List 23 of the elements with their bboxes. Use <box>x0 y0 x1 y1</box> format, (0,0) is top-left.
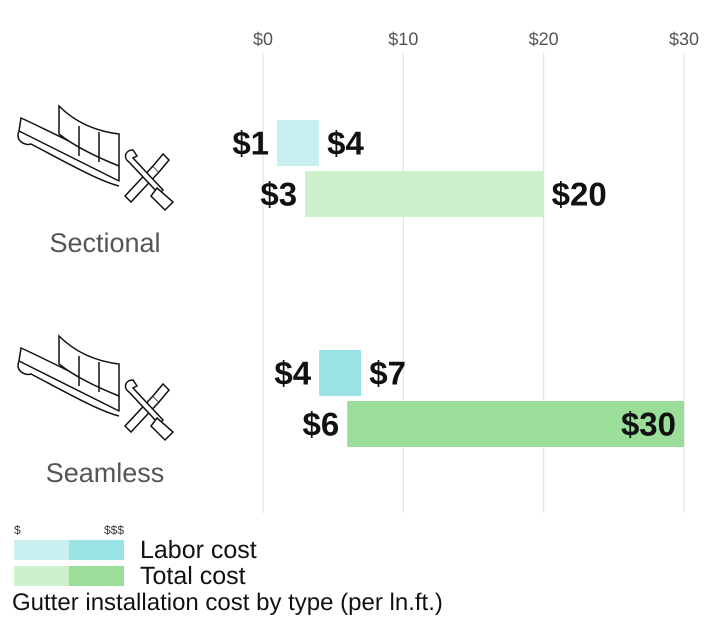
annotation: $20 <box>552 176 607 213</box>
annotation: $4 <box>327 124 364 162</box>
bar <box>305 171 544 217</box>
annotation: $1 <box>232 124 270 162</box>
text: $$$ <box>104 523 124 537</box>
x-tick-label: $10 <box>388 29 418 49</box>
legend-label: Total cost <box>140 562 246 590</box>
text: Gutter installation cost by type (per ln.ft.) <box>11 589 444 617</box>
x-tick-label: $30 <box>668 29 700 49</box>
x-tick-label: $0 <box>252 29 274 49</box>
annotation: $4 <box>274 354 312 392</box>
x-tick-label: $20 <box>528 29 559 49</box>
bar <box>277 120 320 166</box>
bar <box>347 401 684 447</box>
text: $ <box>14 523 21 537</box>
annotation: $6 <box>302 406 340 443</box>
annotation: $3 <box>260 176 298 213</box>
y-tick-label: Seamless <box>46 458 164 488</box>
legend-label: Labor cost <box>140 536 257 564</box>
annotation: $7 <box>369 354 406 392</box>
y-tick-label: Sectional <box>49 228 161 258</box>
annotation: $30 <box>620 406 676 443</box>
bar <box>319 350 362 396</box>
